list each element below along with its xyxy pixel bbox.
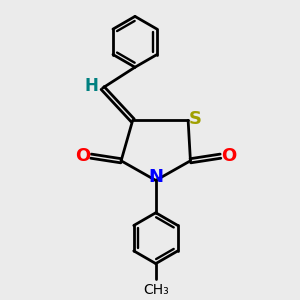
Text: O: O xyxy=(75,147,91,165)
Text: O: O xyxy=(221,147,236,165)
Text: CH₃: CH₃ xyxy=(143,283,169,297)
Text: H: H xyxy=(84,77,98,95)
Text: N: N xyxy=(148,168,163,186)
Text: S: S xyxy=(188,110,202,128)
